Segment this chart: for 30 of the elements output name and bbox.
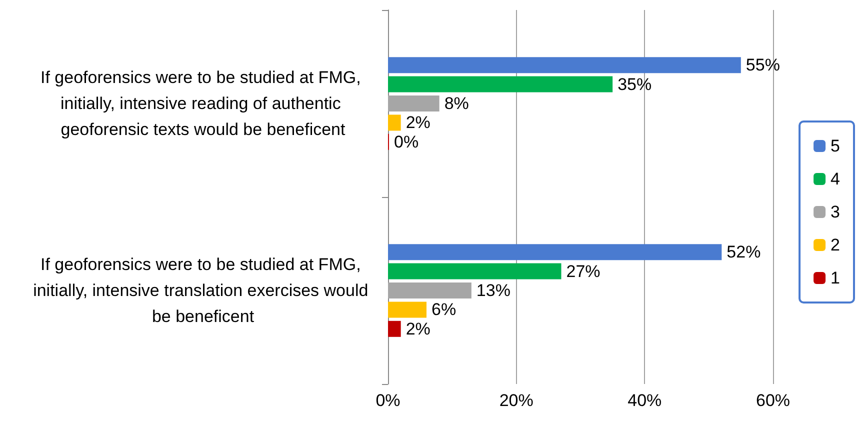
y-tick-label: If geoforensics were to be studied at FMG, initially, intensive translation exercises would be beneficent bbox=[33, 255, 373, 326]
bar bbox=[388, 263, 562, 280]
data-label: 27% bbox=[566, 262, 600, 281]
data-label: 8% bbox=[444, 94, 469, 113]
legend-label: 1 bbox=[830, 268, 840, 288]
bar bbox=[388, 114, 401, 131]
x-tick-label: 0% bbox=[376, 391, 400, 410]
data-label: 6% bbox=[432, 300, 456, 320]
legend-label: 5 bbox=[830, 136, 840, 156]
data-label: 2% bbox=[406, 113, 430, 132]
bar bbox=[388, 282, 472, 298]
bar bbox=[388, 320, 401, 337]
bar bbox=[388, 302, 426, 318]
legend-label: 2 bbox=[830, 236, 840, 254]
bar bbox=[388, 57, 741, 74]
data-label: 2% bbox=[406, 319, 430, 338]
data-label: 55% bbox=[746, 56, 780, 75]
bar bbox=[388, 76, 613, 92]
x-tick-label: 60% bbox=[756, 391, 790, 410]
data-label: 35% bbox=[618, 74, 652, 94]
legend-label: 3 bbox=[830, 202, 840, 222]
y-tick-label: If geoforensics were to be studied at FMG, initially, intensive reading of authentic geoforensic texts would be beneficent bbox=[40, 68, 366, 139]
data-label: 52% bbox=[726, 242, 761, 262]
data-label: 13% bbox=[476, 281, 510, 300]
data-label: 0% bbox=[394, 132, 419, 152]
bar bbox=[388, 244, 722, 260]
legend-label: 4 bbox=[830, 170, 840, 188]
bar bbox=[388, 96, 440, 112]
x-tick-label: 20% bbox=[499, 391, 534, 410]
x-tick-label: 40% bbox=[628, 391, 662, 410]
